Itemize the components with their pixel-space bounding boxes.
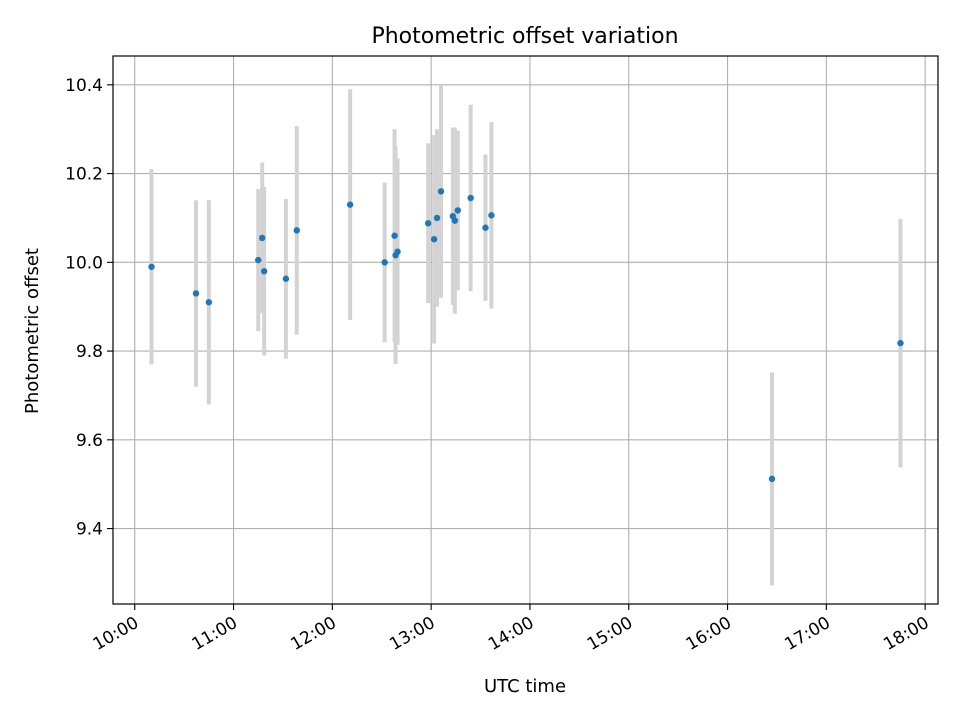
y-axis-label: Photometric offset — [22, 248, 43, 414]
data-point — [192, 290, 200, 297]
data-point — [394, 248, 401, 255]
data-point — [391, 232, 398, 239]
data-point — [381, 259, 388, 266]
data-point — [433, 214, 441, 222]
y-tick-label: 10.4 — [65, 76, 103, 96]
data-point — [293, 227, 300, 234]
data-points — [148, 188, 904, 483]
data-point — [260, 268, 268, 275]
y-tick-label: 10.2 — [65, 165, 103, 185]
data-point — [258, 234, 266, 242]
data-point — [897, 339, 904, 347]
y-tick-label: 9.4 — [76, 520, 103, 540]
data-point — [424, 220, 432, 227]
grid — [113, 56, 938, 604]
data-point — [768, 475, 776, 483]
x-axis-label: UTC time — [484, 676, 566, 697]
data-point — [467, 194, 474, 202]
chart-title: Photometric offset variation — [371, 24, 678, 49]
plot-frame — [112, 55, 939, 605]
data-point — [346, 201, 354, 208]
data-point — [488, 212, 495, 219]
data-point — [451, 217, 459, 224]
y-tick-label: 9.8 — [76, 342, 103, 362]
data-point — [255, 256, 262, 264]
data-point — [282, 275, 290, 282]
data-point — [148, 263, 155, 270]
y-axis-ticks: 9.4 9.6 9.8 10.0 10.2 10.4 — [65, 76, 113, 540]
y-tick-label: 9.6 — [76, 431, 103, 451]
data-point — [482, 224, 489, 231]
data-point — [437, 188, 445, 195]
data-point — [454, 207, 462, 214]
data-point — [430, 236, 438, 243]
y-tick-label: 10.0 — [65, 253, 103, 273]
data-point — [205, 299, 213, 306]
